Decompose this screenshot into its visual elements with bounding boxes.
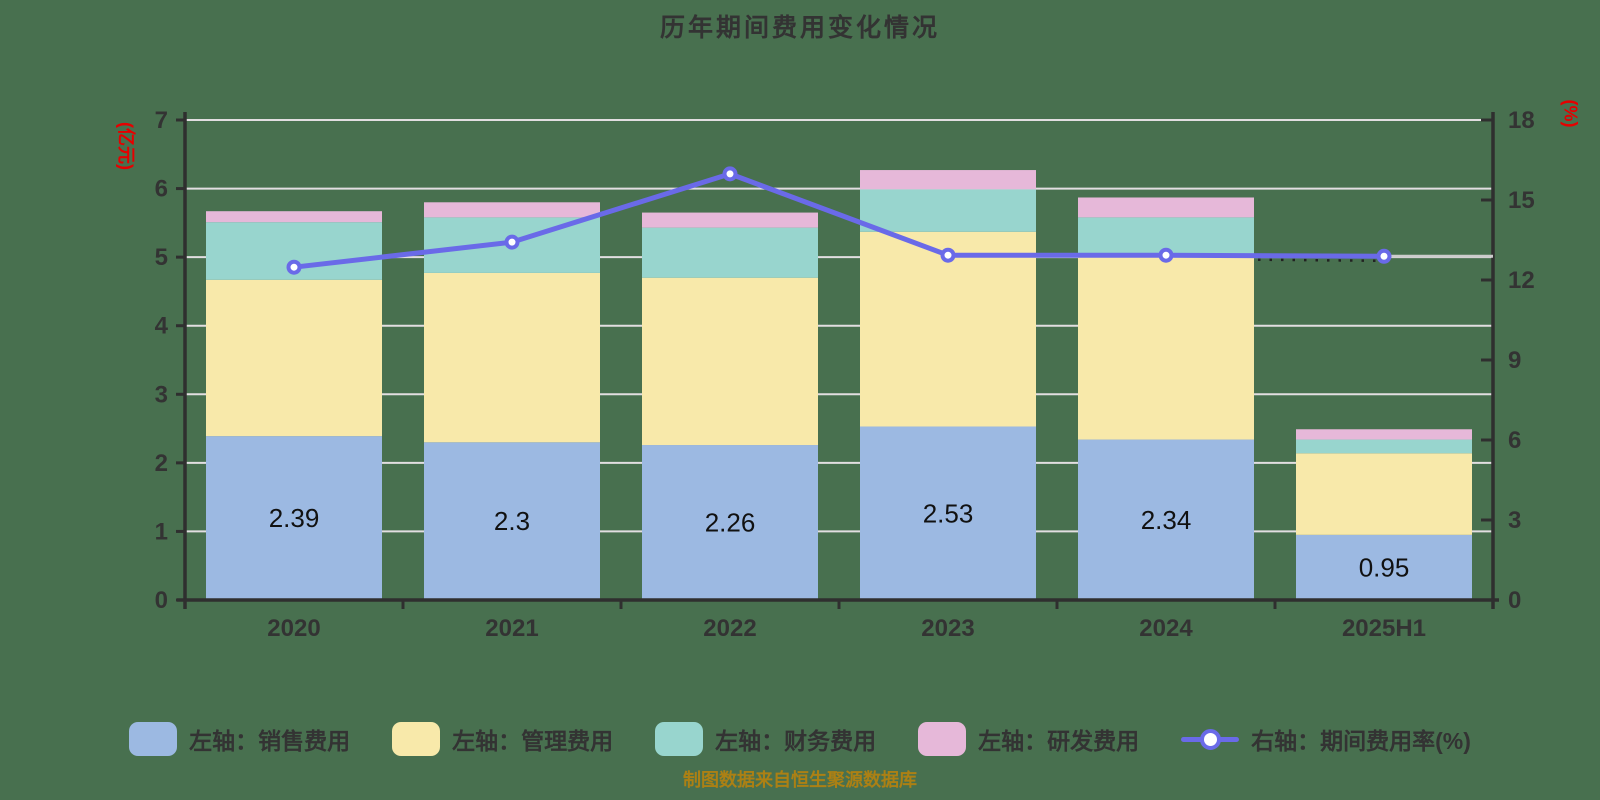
- bar-value-label-2022: 2.26: [705, 508, 756, 538]
- left-axis-tick-label: 0: [155, 587, 168, 614]
- bar-management-expense-2021[interactable]: [424, 272, 600, 443]
- left-axis-tick-label: 2: [155, 450, 168, 477]
- legend-item-expense-ratio[interactable]: 右轴：期间费用率(%): [1181, 722, 1471, 756]
- bar-management-expense-2024[interactable]: [1078, 257, 1254, 440]
- legend-item-management-expense[interactable]: 左轴：管理费用: [392, 722, 613, 756]
- expense-ratio-point-2024[interactable]: [1158, 247, 1174, 263]
- bar-sales-expense-2025H1[interactable]: [1296, 534, 1472, 600]
- bar-sales-expense-2022[interactable]: [642, 445, 818, 600]
- left-axis-tick-label: 7: [155, 107, 168, 134]
- bar-value-label-2024: 2.34: [1141, 505, 1192, 535]
- right-axis-tick-label: 0: [1508, 587, 1521, 614]
- management-expense-swatch-icon: [392, 722, 441, 756]
- expense-ratio-line[interactable]: [291, 171, 1387, 270]
- x-axis-category-label: 2021: [485, 615, 538, 642]
- bar-financial-expense-2025H1[interactable]: [1296, 439, 1472, 454]
- legend-item-sales-expense[interactable]: 左轴：销售费用: [129, 722, 350, 756]
- left-axis-tick-label: 6: [155, 176, 168, 203]
- data-source-caption: 制图数据来自恒生聚源数据库: [683, 770, 917, 790]
- bar-value-label-2021: 2.3: [494, 506, 530, 536]
- bar-sales-expense-2020[interactable]: [206, 436, 382, 600]
- bar-sales-expense-2021[interactable]: [424, 442, 600, 600]
- bar-management-expense-2020[interactable]: [206, 279, 382, 437]
- bar-value-label-2023: 2.53: [923, 498, 974, 528]
- bar-rd-expense-2020[interactable]: [206, 211, 382, 223]
- bar-sales-expense-2023[interactable]: [860, 426, 1036, 600]
- left-axis-tick-label: 3: [155, 381, 168, 408]
- legend-label: 左轴：研发费用: [978, 728, 1140, 754]
- expense-ratio-point-2021[interactable]: [504, 234, 520, 250]
- sales-expense-swatch-icon: [129, 722, 178, 756]
- bar-sales-expense-2024[interactable]: [1078, 439, 1254, 600]
- x-axis-category-label: 2025H1: [1342, 615, 1426, 642]
- x-axis-category-label: 2024: [1139, 615, 1193, 642]
- expense-ratio-point-2020[interactable]: [286, 259, 302, 275]
- bar-management-expense-2023[interactable]: [860, 231, 1036, 427]
- chart-title: 历年期间费用变化情况: [659, 14, 940, 42]
- right-axis-tick-label: 15: [1508, 187, 1535, 214]
- legend-item-rd-expense[interactable]: 左轴：研发费用: [918, 722, 1139, 756]
- legend-label: 左轴：财务费用: [715, 728, 877, 754]
- expense-ratio-point-2022[interactable]: [722, 166, 738, 182]
- right-axis-tick-label: 3: [1508, 507, 1521, 534]
- expense-ratio-point-2025H1[interactable]: [1376, 248, 1392, 264]
- bar-rd-expense-2021[interactable]: [424, 202, 600, 218]
- bar-rd-expense-2022[interactable]: [642, 212, 818, 228]
- bar-rd-expense-2024[interactable]: [1078, 197, 1254, 218]
- right-axis-tick-label: 9: [1508, 347, 1521, 374]
- left-axis-tick-label: 1: [155, 518, 168, 545]
- legend-label: 右轴：期间费用率(%): [1251, 728, 1471, 754]
- x-axis-category-label: 2022: [703, 615, 756, 642]
- left-axis-tick-label: 5: [155, 244, 168, 271]
- legend-item-financial-expense[interactable]: 左轴：财务费用: [655, 722, 876, 756]
- line-marker-icon: [1181, 722, 1240, 756]
- right-axis-tick-label: 6: [1508, 427, 1521, 454]
- rd-expense-swatch-icon: [918, 722, 967, 756]
- legend-label: 左轴：销售费用: [189, 728, 351, 754]
- right-axis-tick-label: 12: [1508, 267, 1535, 294]
- left-axis-tick-label: 4: [155, 313, 169, 340]
- bar-value-label-2020: 2.39: [269, 503, 320, 533]
- financial-expense-swatch-icon: [655, 722, 704, 756]
- bar-management-expense-2025H1[interactable]: [1296, 453, 1472, 535]
- bar-financial-expense-2022[interactable]: [642, 227, 818, 278]
- expense-ratio-dotted-overlay: [1257, 258, 1377, 263]
- bar-financial-expense-2023[interactable]: [860, 189, 1036, 232]
- bar-value-label-2025H1: 0.95: [1359, 552, 1410, 582]
- x-axis-category-label: 2023: [921, 615, 974, 642]
- legend-label: 左轴：管理费用: [452, 728, 614, 754]
- legend: 左轴：销售费用 左轴：管理费用 左轴：财务费用 左轴：研发费用 右轴：期间费用率…: [0, 722, 1600, 756]
- bar-management-expense-2022[interactable]: [642, 277, 818, 446]
- right-axis-tick-label: 18: [1508, 107, 1535, 134]
- x-axis-category-label: 2020: [267, 615, 320, 642]
- bar-rd-expense-2023[interactable]: [860, 170, 1036, 190]
- expense-ratio-point-2023[interactable]: [940, 247, 956, 263]
- bar-rd-expense-2025H1[interactable]: [1296, 429, 1472, 440]
